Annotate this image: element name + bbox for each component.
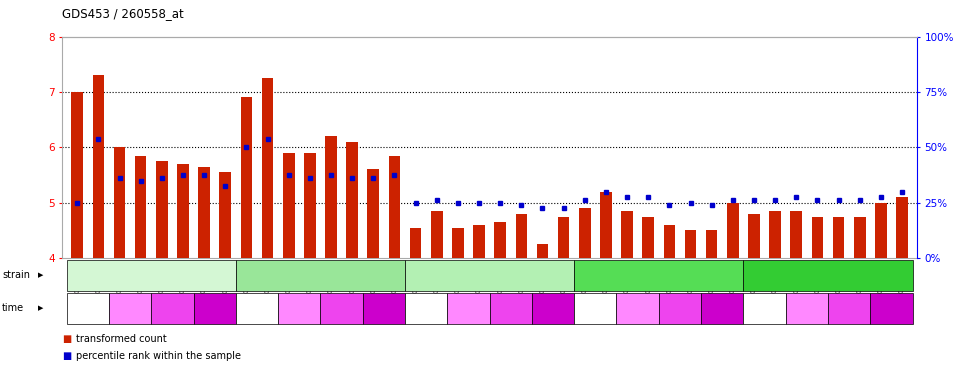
Bar — [71, 92, 83, 258]
Text: 5 day: 5 day — [836, 304, 862, 313]
Text: Ler wild type: Ler wild type — [458, 270, 521, 280]
Bar — [748, 214, 759, 258]
Text: 3 day: 3 day — [625, 304, 650, 313]
Text: 0 day: 0 day — [414, 304, 439, 313]
Bar — [325, 136, 337, 258]
Text: ft-2: ft-2 — [820, 270, 836, 280]
Bar — [875, 203, 887, 258]
Bar — [684, 230, 696, 258]
Bar — [494, 222, 506, 258]
Bar — [558, 217, 569, 258]
Bar — [452, 228, 464, 258]
Bar — [199, 167, 210, 258]
Bar — [304, 153, 316, 258]
Bar — [389, 156, 400, 258]
Bar — [92, 75, 105, 258]
Bar — [347, 142, 358, 258]
Bar — [853, 217, 866, 258]
Bar — [727, 203, 738, 258]
Bar — [600, 191, 612, 258]
Bar — [134, 156, 147, 258]
Bar — [579, 208, 590, 258]
Bar — [368, 169, 379, 258]
Text: 7 day: 7 day — [540, 304, 565, 313]
Text: ■: ■ — [62, 351, 72, 361]
Text: 0 day: 0 day — [752, 304, 778, 313]
Bar — [241, 97, 252, 258]
Text: Col-0 wild type: Col-0 wild type — [115, 270, 187, 280]
Text: 5 day: 5 day — [329, 304, 354, 313]
Text: lfy-12: lfy-12 — [306, 270, 334, 280]
Text: 7 day: 7 day — [202, 304, 228, 313]
Text: GDS453 / 260558_at: GDS453 / 260558_at — [62, 7, 184, 20]
Text: percentile rank within the sample: percentile rank within the sample — [76, 351, 241, 361]
Bar — [410, 228, 421, 258]
Text: 7 day: 7 day — [709, 304, 734, 313]
Text: 0 day: 0 day — [75, 304, 101, 313]
Text: 5 day: 5 day — [159, 304, 185, 313]
Bar — [790, 211, 802, 258]
Bar — [897, 197, 908, 258]
Bar — [537, 244, 548, 258]
Bar — [113, 147, 126, 258]
Text: ■: ■ — [62, 334, 72, 344]
Text: 0 day: 0 day — [245, 304, 270, 313]
Bar — [473, 225, 485, 258]
Text: 3 day: 3 day — [117, 304, 143, 313]
Text: 7 day: 7 day — [372, 304, 396, 313]
Bar — [621, 211, 633, 258]
Bar — [156, 161, 168, 258]
Bar — [642, 217, 654, 258]
Bar — [178, 164, 189, 258]
Text: 5 day: 5 day — [667, 304, 692, 313]
Text: 5 day: 5 day — [498, 304, 523, 313]
Bar — [663, 225, 675, 258]
Text: co-2: co-2 — [648, 270, 669, 280]
Text: ▶: ▶ — [38, 272, 44, 279]
Bar — [706, 230, 717, 258]
Text: time: time — [2, 303, 24, 313]
Bar — [811, 217, 824, 258]
Text: 3 day: 3 day — [456, 304, 481, 313]
Bar — [283, 153, 295, 258]
Bar — [220, 172, 231, 258]
Bar — [516, 214, 527, 258]
Text: 7 day: 7 day — [878, 304, 904, 313]
Bar — [832, 217, 845, 258]
Bar — [769, 211, 780, 258]
Text: 3 day: 3 day — [794, 304, 820, 313]
Bar — [431, 211, 443, 258]
Text: 3 day: 3 day — [287, 304, 312, 313]
Text: strain: strain — [2, 270, 30, 280]
Text: 0 day: 0 day — [583, 304, 608, 313]
Bar — [262, 78, 274, 258]
Text: ▶: ▶ — [38, 305, 44, 311]
Text: transformed count: transformed count — [76, 334, 167, 344]
